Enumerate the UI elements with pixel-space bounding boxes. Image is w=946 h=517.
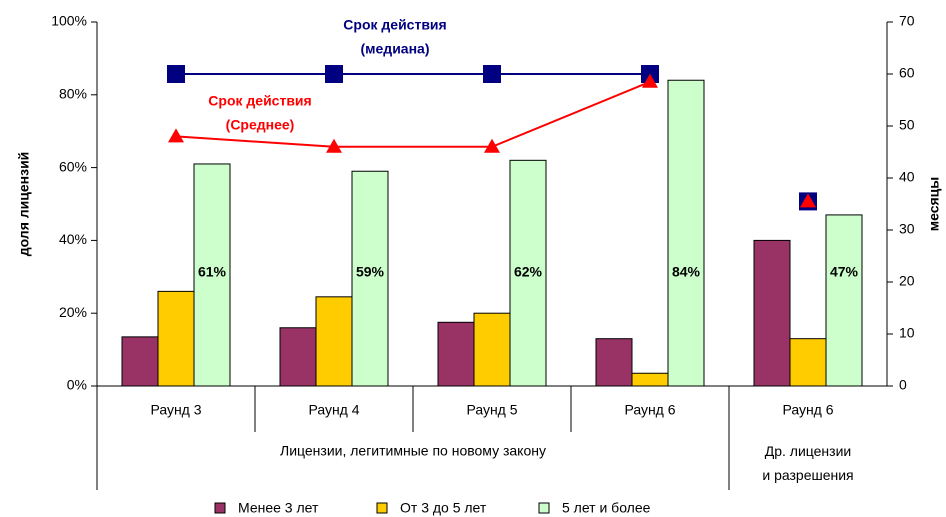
y2-tick-label: 70 — [899, 13, 915, 29]
y-axis-label: доля лицензий — [16, 152, 32, 257]
bar — [595, 338, 633, 387]
y-tick-label: 60% — [59, 158, 87, 174]
y2-tick-label: 40 — [899, 169, 915, 185]
line-marker — [167, 65, 185, 83]
legend-label: Менее 3 лет — [238, 500, 319, 516]
x-tick-label: Раунд 6 — [624, 402, 675, 418]
y2-tick-label: 30 — [899, 221, 915, 237]
bar — [193, 163, 231, 387]
y-tick-label: 100% — [51, 13, 87, 29]
y2-tick-label: 0 — [899, 377, 907, 393]
x-tick-label: Раунд 5 — [466, 402, 517, 418]
x-tick-label: Раунд 4 — [308, 402, 359, 418]
x-tick-label: Раунд 6 — [782, 402, 833, 418]
line-marker — [168, 128, 184, 143]
y2-tick-label: 20 — [899, 273, 915, 289]
line-marker — [483, 65, 501, 83]
bar — [157, 290, 195, 387]
y-tick-label: 20% — [59, 304, 87, 320]
line-marker — [326, 138, 342, 153]
data-label: 47% — [830, 264, 859, 280]
annotation: Срок действия — [208, 93, 311, 109]
data-label: 61% — [198, 264, 227, 280]
y2-tick-label: 60 — [899, 65, 915, 81]
bar — [351, 170, 389, 387]
line-marker — [800, 193, 816, 208]
y2-tick-label: 50 — [899, 117, 915, 133]
bar — [315, 296, 353, 387]
legend-swatch — [538, 502, 550, 514]
bar — [825, 214, 863, 387]
data-label: 84% — [672, 264, 701, 280]
line-marker — [484, 138, 500, 153]
bar — [473, 312, 511, 387]
bar — [509, 159, 547, 387]
bar — [279, 327, 317, 387]
line — [175, 80, 651, 148]
bar — [789, 338, 827, 387]
group-label: Лицензии, легитимные по новому закону — [280, 443, 546, 459]
y-tick-label: 40% — [59, 231, 87, 247]
annotation: (медиана) — [361, 41, 430, 57]
legend-label: От 3 до 5 лет — [400, 500, 487, 516]
legend-label: 5 лет и более — [562, 500, 651, 516]
legend-swatch — [214, 502, 226, 514]
y2-tick-label: 10 — [899, 325, 915, 341]
y-tick-label: 0% — [67, 377, 87, 393]
line-marker — [325, 65, 343, 83]
data-label: 59% — [356, 264, 385, 280]
line-marker — [642, 73, 658, 88]
x-tick-label: Раунд 3 — [150, 402, 201, 418]
y2-axis-label: месяцы — [926, 177, 942, 231]
bar — [667, 79, 705, 387]
bar — [753, 239, 791, 387]
legend-swatch — [376, 502, 388, 514]
bar — [121, 336, 159, 387]
annotation: Срок действия — [343, 17, 446, 33]
y-tick-label: 80% — [59, 86, 87, 102]
group-label: Др. лицензии и разрешения — [762, 443, 853, 483]
bar — [631, 372, 669, 387]
annotation: (Среднее) — [226, 117, 295, 133]
data-label: 62% — [514, 264, 543, 280]
bar — [437, 321, 475, 387]
